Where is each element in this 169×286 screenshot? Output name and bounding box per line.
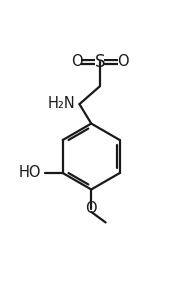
Text: HO: HO (18, 166, 41, 180)
Text: O: O (71, 54, 83, 69)
Text: O: O (86, 201, 97, 217)
Text: H₂N: H₂N (47, 96, 75, 111)
Text: S: S (94, 53, 105, 71)
Text: O: O (117, 54, 128, 69)
